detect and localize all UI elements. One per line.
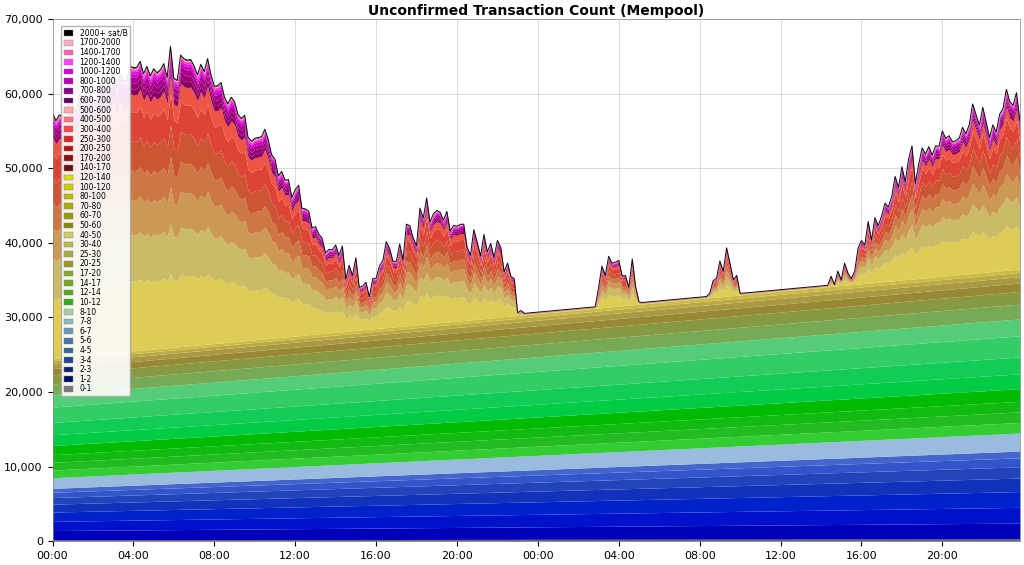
- Legend: 2000+ sat/B, 1700-2000, 1400-1700, 1200-1400, 1000-1200, 800-1000, 700-800, 600-: 2000+ sat/B, 1700-2000, 1400-1700, 1200-…: [61, 26, 130, 397]
- Title: Unconfirmed Transaction Count (Mempool): Unconfirmed Transaction Count (Mempool): [368, 4, 705, 18]
